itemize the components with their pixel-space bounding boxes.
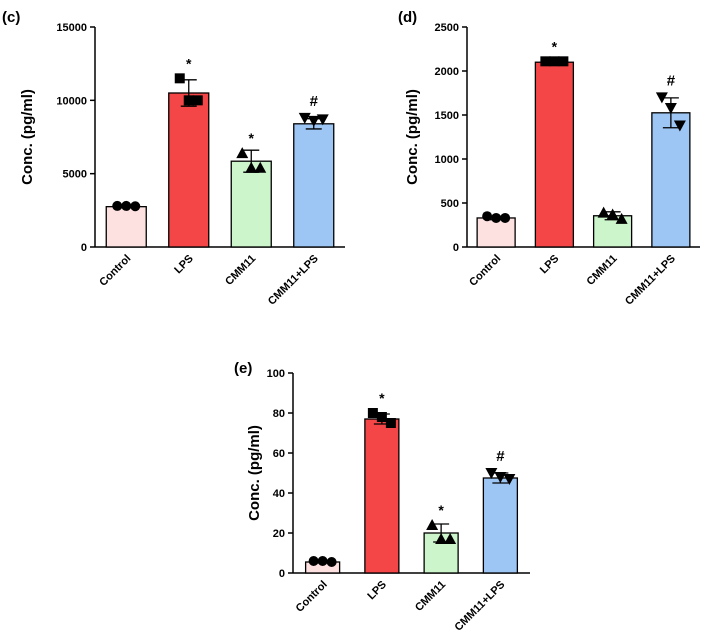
significance-label: * [249,130,255,146]
data-point [192,95,203,106]
y-tick-label: 0 [279,568,285,580]
data-point [664,102,677,114]
data-point [485,468,498,479]
data-point [444,533,457,544]
data-point [500,212,511,223]
data-point [385,418,396,428]
y-tick-label: 5000 [63,169,87,181]
bar-control [105,206,147,248]
bar-cmm11 [592,215,633,248]
y-tick-label: 100 [267,368,285,380]
data-point [183,95,194,106]
panel-label: (c) [2,9,20,26]
data-point [121,200,132,211]
significance-label: # [496,448,505,465]
significance-label: * [186,55,192,71]
data-point [130,201,141,212]
x-tick-label: LPS [172,253,196,277]
bar-cmm11-lps [482,477,519,574]
data-point [655,92,668,104]
data-point [426,519,439,530]
data-point [367,408,378,418]
y-axis-label: Conc. (pg/ml) [404,89,421,185]
significance-label: * [379,390,385,406]
y-axis-label: Conc. (pg/ml) [246,425,263,521]
bar-lps [168,92,210,248]
data-point [615,212,628,224]
data-point [236,147,249,159]
x-tick-label: CMM11 [413,579,448,614]
data-point [376,412,387,422]
data-point [112,200,123,211]
y-tick-label: 1500 [435,110,459,122]
y-tick-label: 2500 [435,22,459,34]
y-tick-label: 15000 [56,22,87,34]
significance-label: # [667,72,676,89]
data-point [503,474,516,485]
data-point [317,556,328,566]
x-tick-label: CMM11+LPS [453,579,508,634]
significance-label: * [552,38,558,54]
bar-cmm11 [230,160,272,248]
y-tick-label: 60 [273,448,285,460]
data-point [540,56,551,67]
data-point [174,73,185,84]
data-point [326,557,337,567]
chart-panel-1: (d) Conc. (pg/ml) 0 500 1000 1500 2000 2500 Cont… [398,9,700,308]
x-tick-label: CMM11 [223,253,258,288]
data-point [307,115,320,127]
data-point [491,212,502,223]
data-point [308,556,319,566]
y-tick-label: 2000 [435,66,459,78]
panel-label: (e) [234,360,252,377]
x-tick-label: LPS [538,253,562,277]
chart-panel-0: (c) Conc. (pg/ml) 0 5000 10000 15000 Control * L… [2,9,345,308]
y-tick-label: 500 [441,198,459,210]
y-tick-label: 1000 [435,154,459,166]
x-tick-label: LPS [365,579,389,603]
x-tick-label: CMM11+LPS [623,253,678,308]
bar-lps [364,418,400,574]
y-tick-label: 0 [453,242,459,254]
y-tick-label: 10000 [56,95,87,107]
data-point [606,208,619,220]
data-point [245,161,258,173]
y-tick-label: 0 [81,242,87,254]
data-point [298,112,311,124]
data-point [549,56,560,67]
bar-cmm11-lps [293,123,335,248]
x-tick-label: Control [467,253,503,289]
data-point [597,206,610,218]
y-axis-label: Conc. (pg/ml) [19,89,36,185]
data-point [673,120,686,132]
y-tick-label: 40 [273,488,285,500]
x-tick-label: CMM11+LPS [266,253,321,308]
data-point [316,114,329,126]
x-tick-label: CMM11 [584,253,619,288]
data-point [435,533,448,544]
bar-cmm11-lps [651,112,691,248]
data-point [558,56,569,67]
y-tick-label: 20 [273,528,285,540]
chart-panel-2: (e) Conc. (pg/ml) 0 20 40 60 80 100 Control * LPS *… [234,360,530,634]
panel-label: (d) [398,9,417,26]
significance-label: # [310,93,319,110]
y-tick-label: 80 [273,408,285,420]
bar-lps [534,61,575,248]
data-point [482,211,493,222]
x-tick-label: Control [97,253,133,289]
data-point [494,472,507,483]
x-tick-label: Control [294,579,330,615]
significance-label: * [438,502,444,518]
data-point [254,161,267,173]
